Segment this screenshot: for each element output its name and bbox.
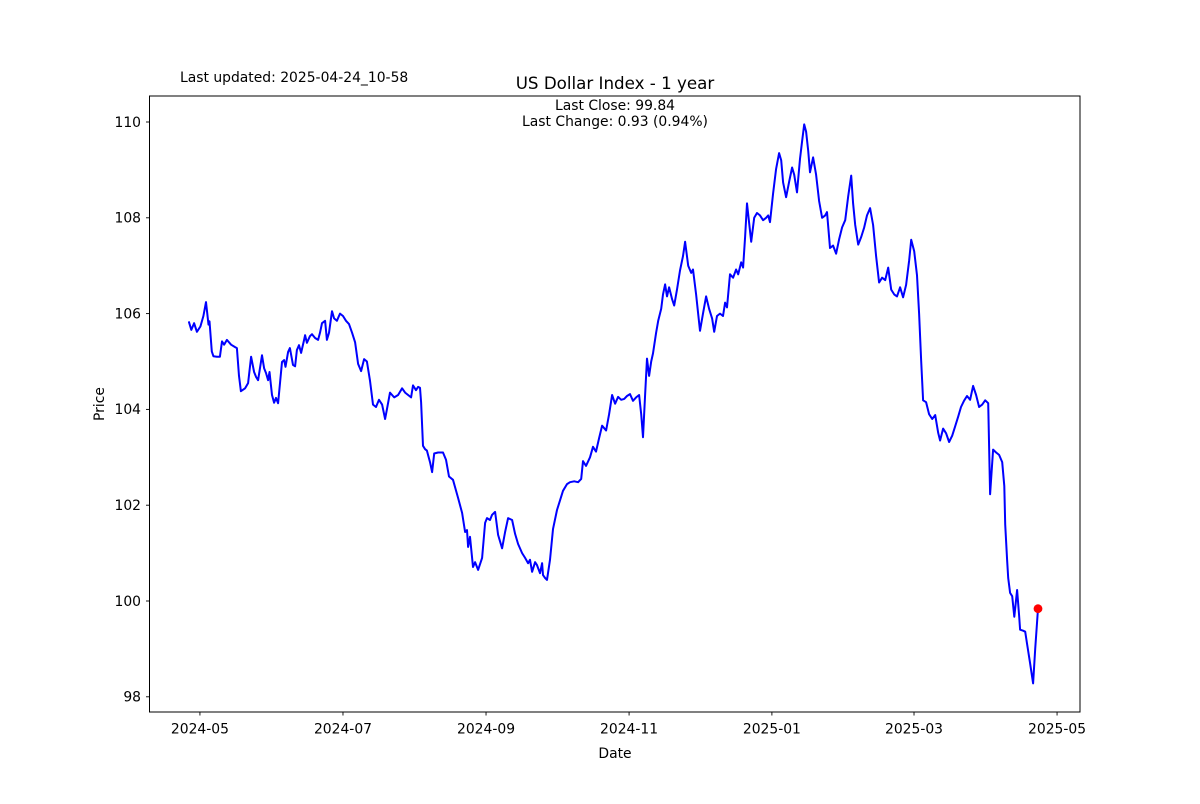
x-tick-label: 2024-05 [171,722,229,738]
y-tick-label: 106 [114,306,141,322]
annotation-last-close: Last Close: 99.84 [555,98,675,114]
x-tick-label: 2024-07 [314,722,372,738]
x-tick-label: 2025-01 [743,722,801,738]
last-updated-label: Last updated: 2025-04-24_10-58 [180,70,408,86]
x-tick-label: 2025-05 [1028,722,1086,738]
x-tick-label: 2025-03 [885,722,943,738]
y-tick-label: 110 [114,115,141,131]
y-tick-label: 100 [114,594,141,610]
y-tick-label: 98 [123,690,141,706]
x-tick-label: 2024-09 [457,722,515,738]
chart-title: US Dollar Index - 1 year [516,73,715,93]
y-axis-label: Price [92,387,108,421]
y-axis-ticks: 98 100 102 104 106 108 110 [114,115,150,706]
x-axis-label: Date [598,746,631,762]
last-close-marker [1033,604,1043,614]
y-tick-label: 104 [114,402,141,418]
price-line [188,123,1039,685]
y-tick-label: 102 [114,498,141,514]
y-tick-label: 108 [114,211,141,227]
annotation-last-change: Last Change: 0.93 (0.94%) [522,114,708,130]
plot-area [149,95,1081,713]
x-axis-ticks: 2024-05 2024-07 2024-09 2024-11 2025-01 2025-… [171,712,1086,738]
x-tick-label: 2024-11 [600,722,658,738]
